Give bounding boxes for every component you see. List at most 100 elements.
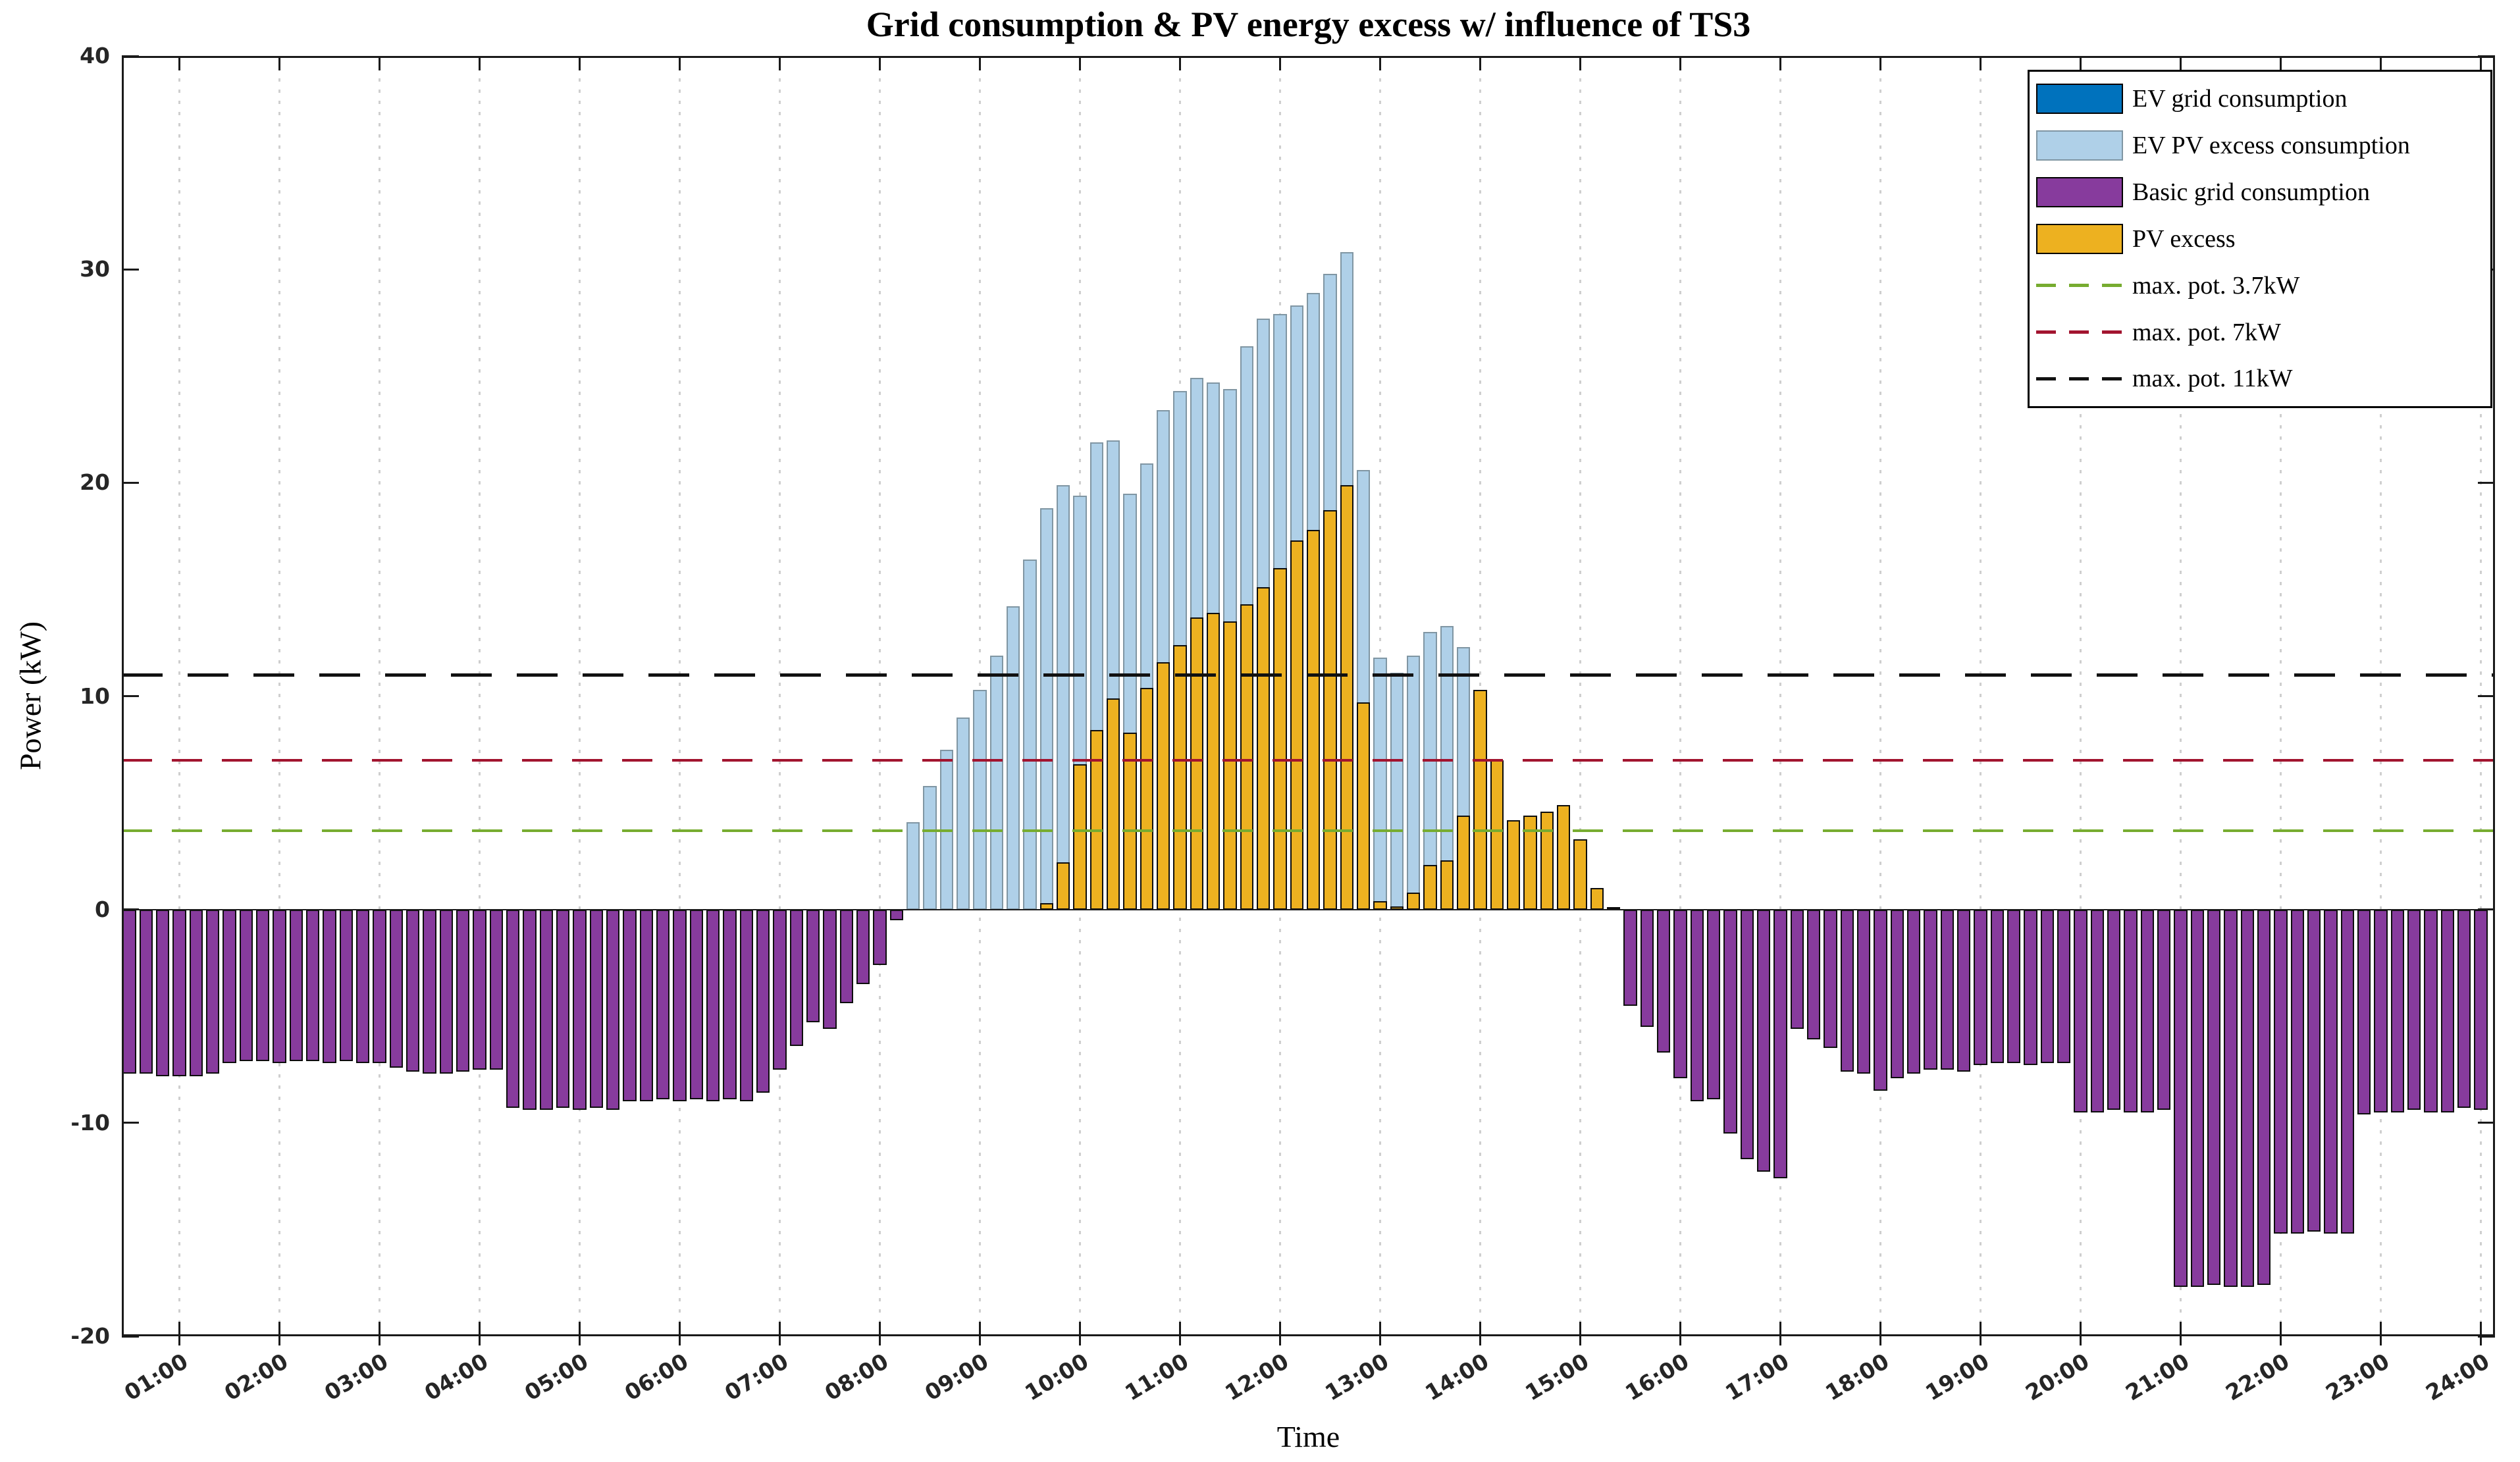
x-tick-bottom (2279, 1322, 2282, 1336)
legend-item-label: max. pot. 7kW (2132, 318, 2281, 346)
bar-basic-grid-consumption (723, 909, 737, 1100)
x-tick-top (1078, 56, 1081, 70)
bar-pv-excess (1290, 540, 1303, 910)
y-tick-right (2478, 481, 2495, 484)
x-tick-label: 17:00 (1721, 1348, 1794, 1406)
bar-basic-grid-consumption (1840, 909, 1854, 1072)
y-tick-label: -20 (70, 1323, 110, 1349)
x-tick-out (278, 1336, 280, 1345)
y-tick-label: 0 (95, 896, 110, 922)
x-tick-out (2079, 1336, 2082, 1345)
bar-basic-grid-consumption (189, 909, 203, 1076)
x-tick-out (1579, 1336, 1581, 1345)
bar-basic-grid-consumption (2090, 909, 2104, 1112)
x-tick-label: 10:00 (1020, 1348, 1093, 1406)
x-tick-out (2479, 1336, 2482, 1345)
bar-basic-grid-consumption (305, 909, 320, 1061)
bar-pv-excess (1223, 621, 1237, 910)
y-tick-label: 30 (80, 256, 110, 282)
y-tick-right (2478, 908, 2495, 911)
gridline-hour (678, 56, 681, 1336)
refline-max-pot-7kw (122, 758, 2495, 762)
bar-basic-grid-consumption (1824, 909, 1837, 1049)
bar-basic-grid-consumption (589, 909, 603, 1109)
bar-basic-grid-consumption (2257, 909, 2271, 1286)
y-tick-left (122, 481, 139, 484)
legend-item-label: EV PV excess consumption (2132, 132, 2410, 160)
y-tick-label: 20 (80, 469, 110, 496)
x-tick-top (2479, 56, 2482, 70)
x-tick-top (1278, 56, 1281, 70)
x-tick-bottom (2379, 1322, 2382, 1336)
bar-basic-grid-consumption (789, 909, 803, 1047)
x-tick-out (1979, 1336, 1982, 1345)
bar-basic-grid-consumption (639, 909, 653, 1102)
gridline-hour (1679, 56, 1681, 1336)
bar-basic-grid-consumption (2057, 909, 2071, 1064)
x-tick-label: 11:00 (1120, 1348, 1194, 1406)
y-tick-left (122, 695, 139, 697)
x-tick-top (778, 56, 781, 70)
legend-swatch-ev-grid-consumption (2036, 84, 2123, 115)
refline-max-pot-3-7kw (122, 829, 2495, 832)
x-tick-label: 24:00 (2421, 1348, 2494, 1406)
x-tick-bottom (1579, 1322, 1581, 1336)
bar-basic-grid-consumption (255, 909, 270, 1061)
gridline-hour (2179, 56, 2182, 1336)
gridline-hour (1579, 56, 1581, 1336)
legend-item: PV excess (2036, 218, 2484, 260)
bar-basic-grid-consumption (139, 909, 153, 1074)
x-tick-top (878, 56, 881, 70)
bar-ev-pv-excess-consumption (989, 655, 1003, 910)
x-tick-bottom (1078, 1322, 1081, 1336)
bar-pv-excess (1440, 860, 1454, 910)
x-tick-label: 22:00 (2221, 1348, 2294, 1406)
x-tick-label: 01:00 (120, 1348, 193, 1406)
bar-basic-grid-consumption (1856, 909, 1871, 1074)
y-tick-left (122, 1122, 139, 1124)
x-tick-bottom (378, 1322, 381, 1336)
legend-item-label: EV grid consumption (2132, 85, 2348, 113)
bar-pv-excess (1240, 604, 1253, 910)
bar-ev-pv-excess-consumption (1006, 606, 1020, 910)
x-tick-bottom (178, 1322, 180, 1336)
x-tick-top (2279, 56, 2282, 70)
bar-pv-excess (1256, 587, 1271, 910)
x-tick-out (378, 1336, 381, 1345)
bar-basic-grid-consumption (1690, 909, 1704, 1102)
bar-basic-grid-consumption (556, 909, 570, 1109)
bar-pv-excess (1056, 862, 1070, 910)
bar-pv-excess (1590, 888, 1604, 910)
legend-item-label: max. pot. 3.7kW (2132, 271, 2300, 300)
gridline-hour (578, 56, 581, 1336)
x-tick-top (278, 56, 280, 70)
x-tick-out (578, 1336, 581, 1345)
y-tick-left (122, 1335, 139, 1338)
bar-basic-grid-consumption (323, 909, 336, 1064)
bar-basic-grid-consumption (2407, 909, 2421, 1110)
bar-basic-grid-consumption (2040, 909, 2054, 1064)
bar-basic-grid-consumption (489, 909, 503, 1070)
x-tick-label: 12:00 (1221, 1348, 1294, 1406)
bar-pv-excess (1473, 689, 1487, 910)
bar-basic-grid-consumption (2424, 909, 2438, 1112)
bar-basic-grid-consumption (2357, 909, 2371, 1114)
x-tick-label: 13:00 (1321, 1348, 1394, 1406)
zero-baseline (122, 908, 2495, 910)
x-tick-label: 04:00 (420, 1348, 493, 1406)
bar-pv-excess (1273, 568, 1287, 910)
x-tick-top (978, 56, 981, 70)
gridline-hour (778, 56, 781, 1336)
bar-pv-excess (1190, 617, 1203, 910)
bar-basic-grid-consumption (523, 909, 537, 1110)
bar-basic-grid-consumption (2340, 909, 2354, 1234)
bar-basic-grid-consumption (406, 909, 420, 1072)
bar-basic-grid-consumption (1906, 909, 1921, 1074)
bar-basic-grid-consumption (756, 909, 770, 1093)
refline-max-pot-11kw (122, 673, 2495, 677)
x-tick-label: 16:00 (1621, 1348, 1694, 1406)
bar-basic-grid-consumption (539, 909, 553, 1110)
x-tick-top (1679, 56, 1681, 70)
y-tick-right (2478, 1122, 2495, 1124)
